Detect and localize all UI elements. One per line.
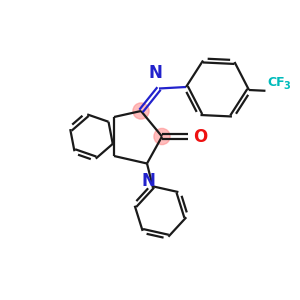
Text: 3: 3 [284, 81, 290, 92]
Text: O: O [193, 128, 207, 146]
Text: N: N [148, 64, 162, 82]
Text: N: N [142, 172, 155, 190]
Circle shape [154, 128, 170, 145]
Text: CF: CF [268, 76, 286, 89]
Circle shape [133, 103, 149, 119]
